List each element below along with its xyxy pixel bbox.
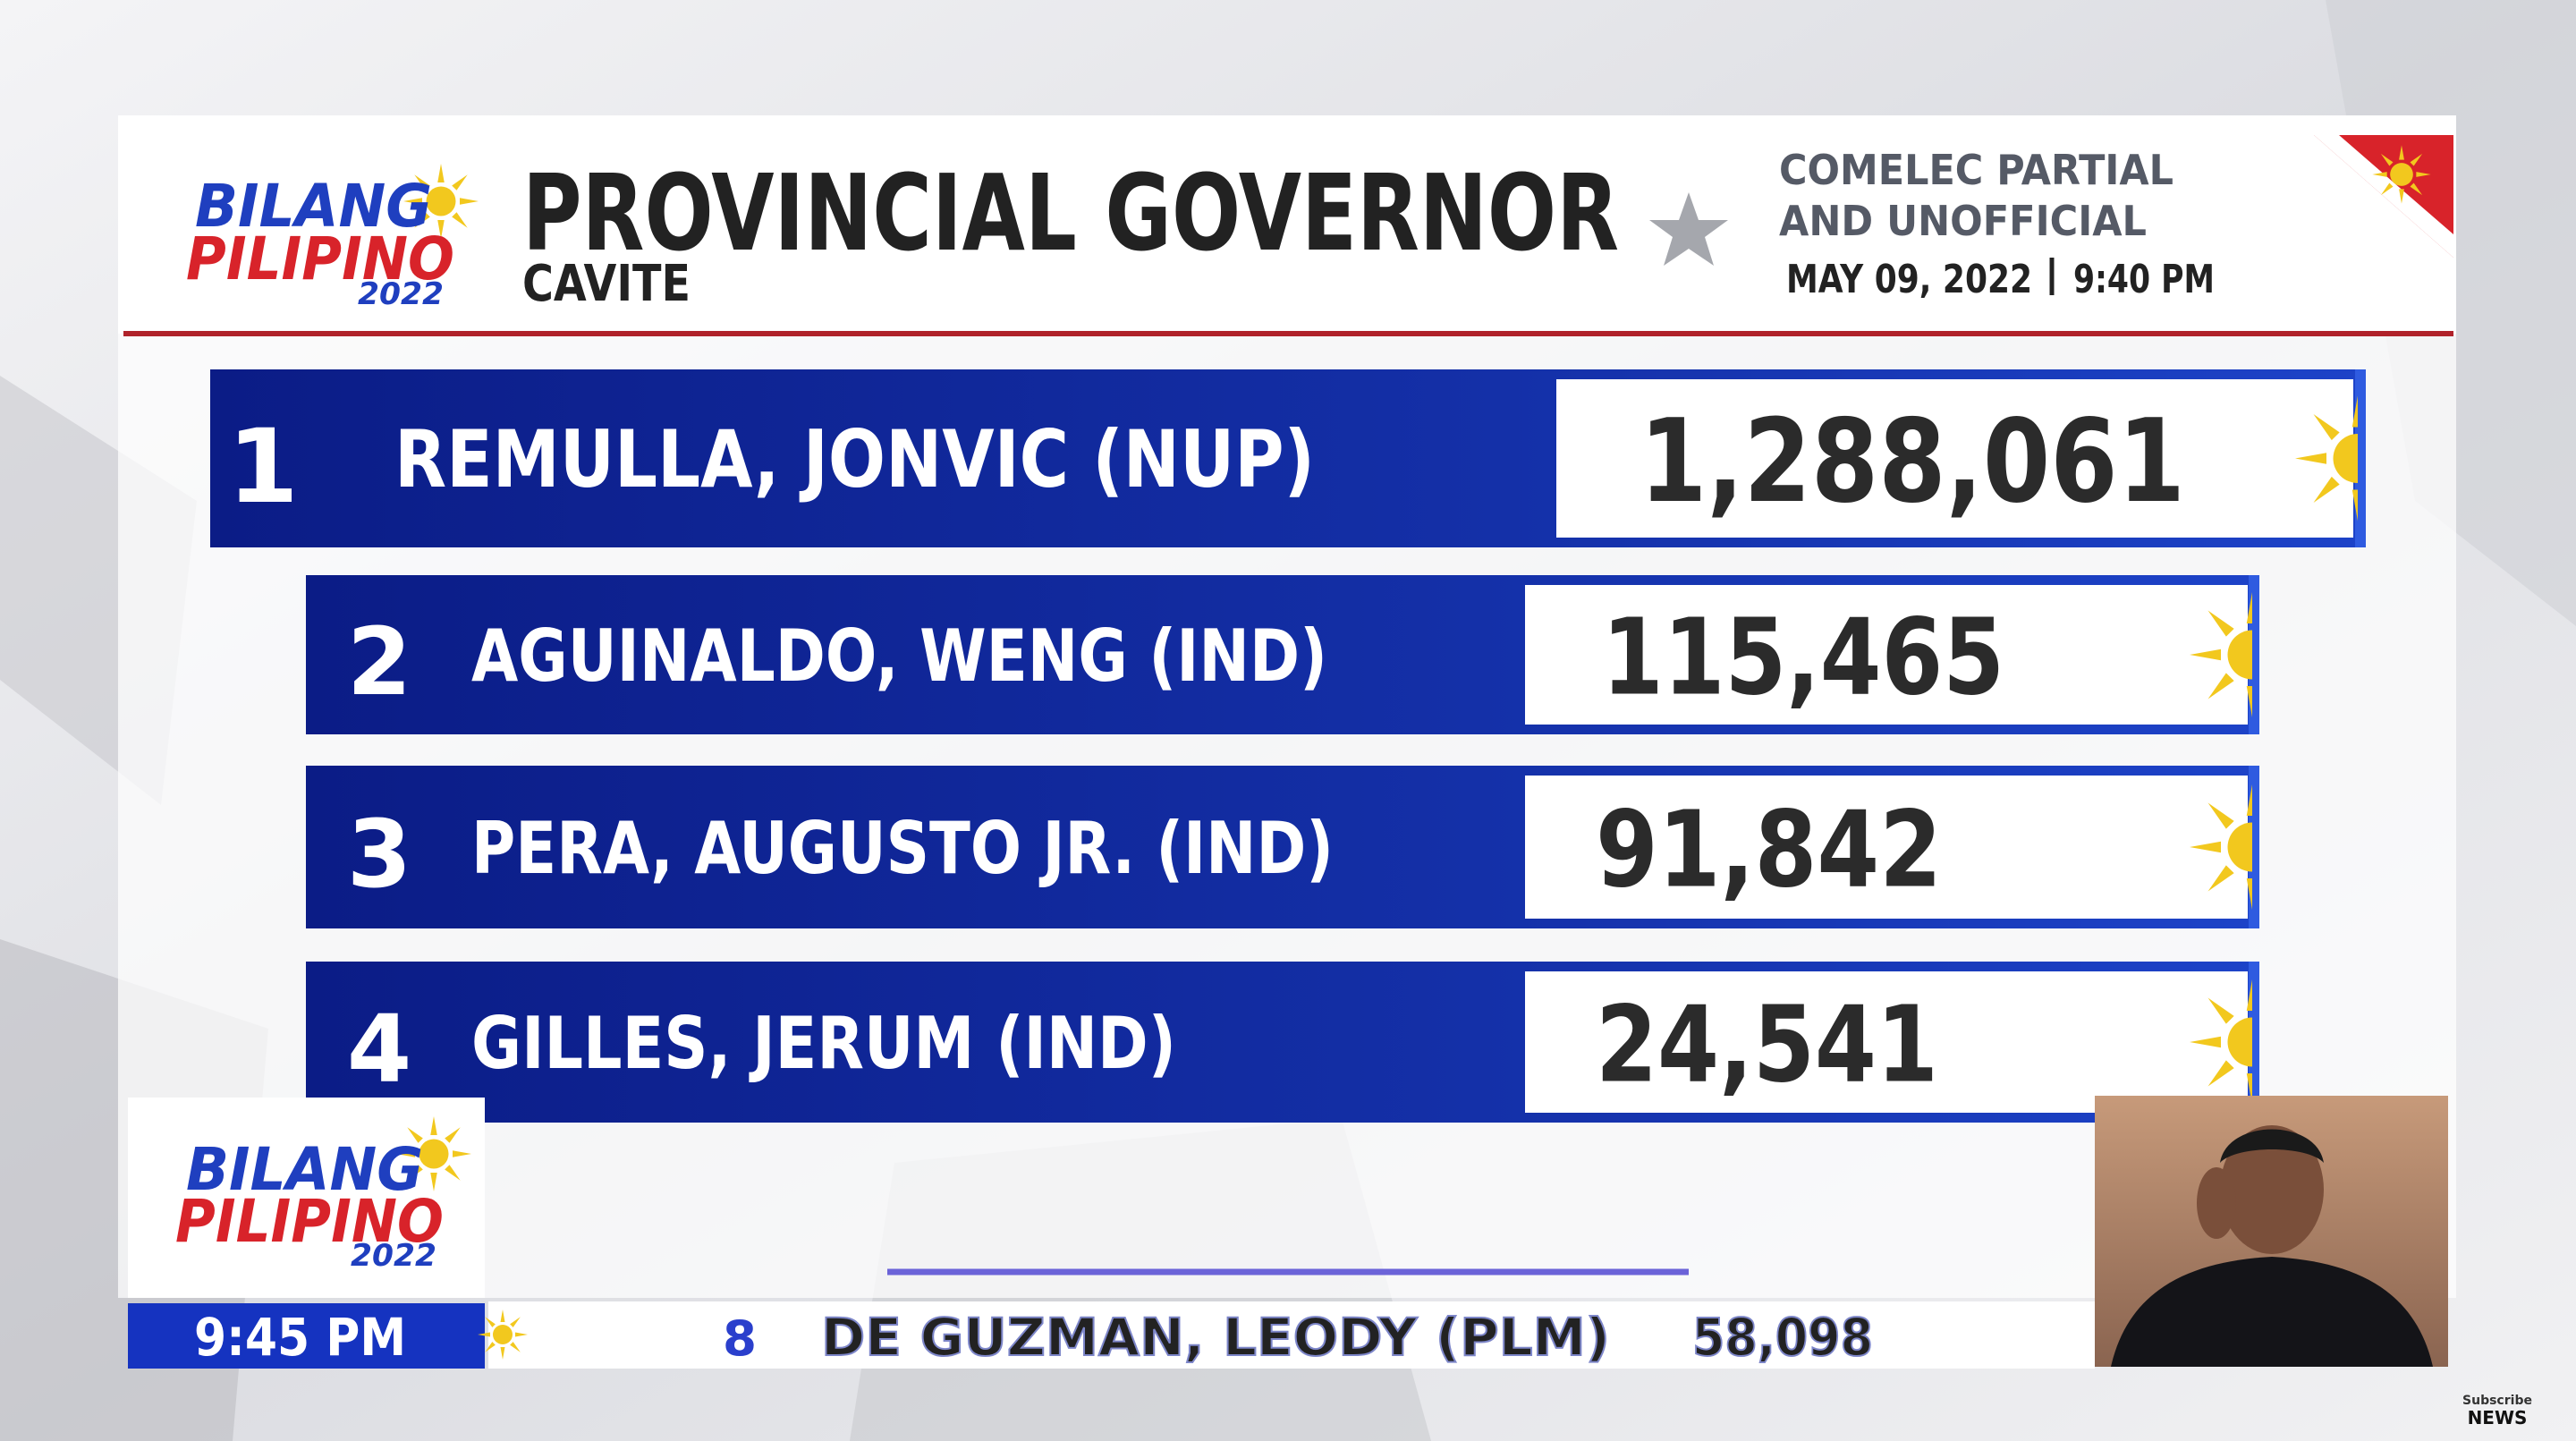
date: MAY 09, 2022 bbox=[1786, 257, 2032, 302]
vote-box bbox=[1525, 971, 2248, 1113]
result-row: 3 PERA, AUGUSTO JR. (IND) 91,842 bbox=[306, 766, 2315, 928]
flag-white bbox=[2314, 135, 2453, 258]
interpreter-video bbox=[2095, 1096, 2448, 1367]
rank: 4 bbox=[347, 995, 411, 1104]
bug-box bbox=[128, 1098, 485, 1298]
rank: 3 bbox=[347, 800, 411, 909]
hair bbox=[2220, 1129, 2324, 1163]
time: 9:40 PM bbox=[2073, 257, 2215, 302]
logo-line: BILANG bbox=[186, 1135, 423, 1204]
subtitle: CAVITE bbox=[522, 255, 691, 313]
bug-logo: BILANG PILIPINO 2022 bbox=[175, 1116, 471, 1274]
logo-year: 2022 bbox=[351, 1238, 436, 1274]
result-row: 1 REMULLA, JONVIC (NUP) 1,288,061 bbox=[210, 369, 2420, 547]
source-line: COMELEC PARTIAL bbox=[1779, 146, 2174, 194]
vote-count: 24,541 bbox=[1596, 983, 1938, 1106]
candidate-name: PERA, AUGUSTO JR. (IND) bbox=[471, 807, 1334, 890]
flag-corner bbox=[2314, 135, 2453, 258]
header-panel bbox=[118, 115, 2456, 334]
logo-line: PILIPINO bbox=[186, 225, 454, 293]
vote-box bbox=[1525, 776, 2248, 919]
logo-line: BILANG bbox=[195, 172, 432, 241]
flag-sun bbox=[2372, 145, 2430, 203]
result-row: 2 AGUINALDO, WENG (IND) 115,465 bbox=[306, 575, 2315, 734]
rank: 2 bbox=[347, 607, 411, 716]
vote-box bbox=[1556, 379, 2353, 538]
candidate-name: AGUINALDO, WENG (IND) bbox=[471, 615, 1327, 698]
title: PROVINCIAL GOVERNOR bbox=[522, 151, 1619, 275]
vote-box bbox=[1525, 585, 2248, 725]
rank: 1 bbox=[227, 407, 299, 526]
logo-line: PILIPINO bbox=[175, 1187, 444, 1256]
vote-count: 115,465 bbox=[1602, 596, 2004, 719]
ticker-sun bbox=[478, 1310, 528, 1360]
watermark: Subscribe bbox=[2462, 1394, 2532, 1408]
clock-bar bbox=[128, 1303, 485, 1369]
result-row: 4 GILLES, JERUM (IND) 24,541 bbox=[306, 962, 2315, 1123]
logo-year: 2022 bbox=[358, 276, 444, 312]
body bbox=[2111, 1257, 2433, 1367]
vote-count: 1,288,061 bbox=[1640, 395, 2185, 529]
head bbox=[2220, 1125, 2324, 1254]
ticker-name: DE GUZMAN, LEODY (PLM) bbox=[821, 1307, 1610, 1368]
ticker-votes: 58,098 bbox=[1692, 1307, 1873, 1368]
logo: BILANG PILIPINO 2022 bbox=[186, 164, 479, 312]
vote-count: 91,842 bbox=[1596, 788, 1942, 911]
ticker-bar bbox=[488, 1301, 2095, 1369]
star bbox=[1649, 192, 1728, 266]
clock: 9:45 PM bbox=[194, 1307, 406, 1368]
candidate-name: GILLES, JERUM (IND) bbox=[471, 1002, 1176, 1085]
results: 1 REMULLA, JONVIC (NUP) 1,288,061 2 AGUINALD… bbox=[210, 369, 2420, 1123]
candidate-name: REMULLA, JONVIC (NUP) bbox=[394, 413, 1315, 505]
ticker-rank: 8 bbox=[723, 1310, 757, 1367]
hand bbox=[2197, 1167, 2236, 1239]
watermark: NEWS bbox=[2468, 1407, 2528, 1428]
source-line: AND UNOFFICIAL bbox=[1779, 197, 2147, 245]
